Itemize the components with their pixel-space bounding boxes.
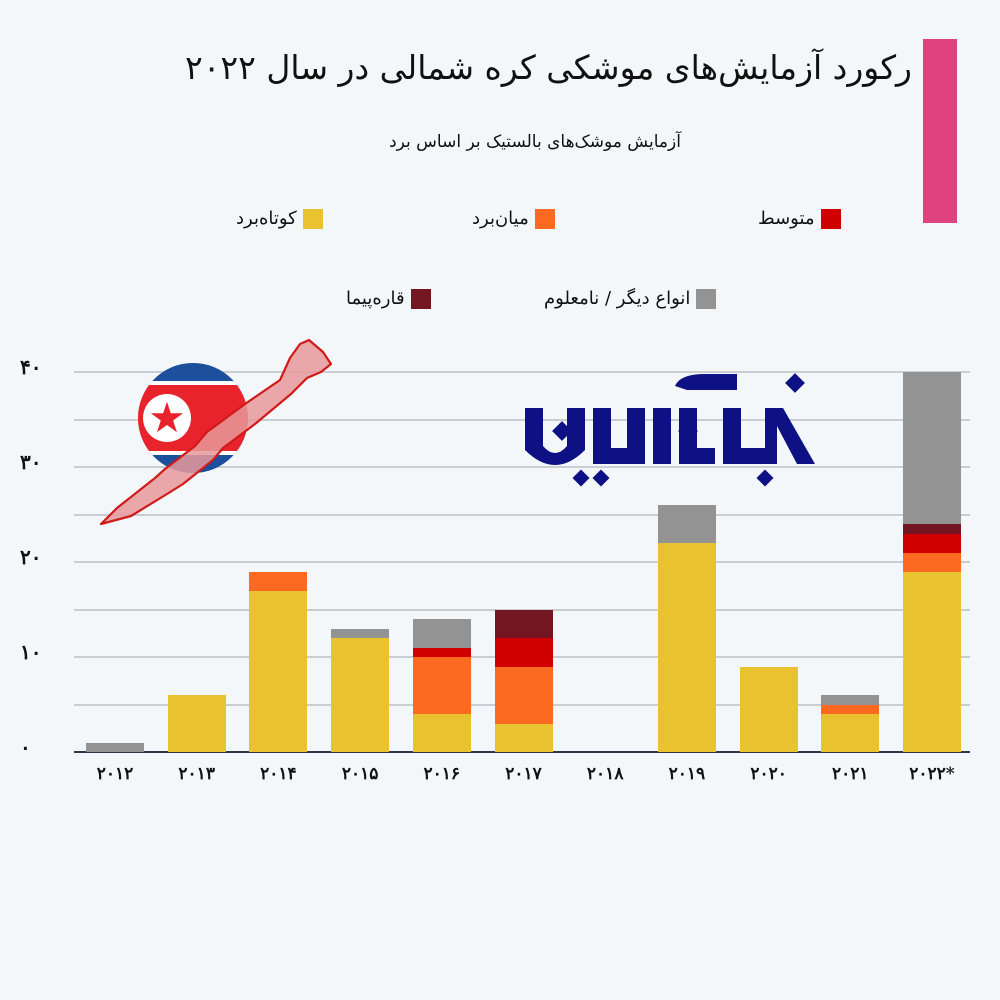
y-tick-label: ۲۰ bbox=[20, 545, 42, 569]
bar-segment bbox=[249, 571, 308, 591]
legend-item-medium: میان‌برد bbox=[472, 208, 555, 229]
bar-segment bbox=[86, 742, 144, 752]
bar-segment bbox=[657, 505, 716, 543]
x-axis-line bbox=[74, 751, 970, 753]
bar-segment bbox=[821, 695, 880, 705]
x-tick-label: ۲۰۱۸ bbox=[586, 764, 624, 784]
bar-2016 bbox=[412, 619, 471, 752]
legend-item-icbm: قاره‌پیما bbox=[346, 288, 431, 309]
legend-swatch-short bbox=[302, 208, 323, 229]
legend-label: قاره‌پیما bbox=[346, 288, 405, 309]
bar-2019 bbox=[657, 505, 716, 752]
x-tick-label: ۲۰۲۰ bbox=[750, 764, 787, 784]
bar-segment bbox=[903, 372, 961, 524]
bar-segment bbox=[903, 571, 961, 752]
bar-segment bbox=[657, 543, 716, 752]
x-tick-label: ۲۰۱۶ bbox=[423, 764, 461, 784]
missile-icon bbox=[99, 338, 333, 526]
bar-segment bbox=[249, 590, 308, 752]
bar-segment bbox=[494, 638, 553, 667]
y-tick-label: ۰ bbox=[20, 735, 31, 759]
bar-2020 bbox=[739, 666, 798, 752]
x-tick-label: ۲۰۲۲* bbox=[909, 764, 955, 784]
bar-segment bbox=[821, 714, 880, 752]
khabaronline-logo bbox=[525, 373, 815, 487]
bar-2017 bbox=[494, 609, 553, 752]
gridline bbox=[74, 466, 970, 468]
x-tick-label: ۲۰۱۵ bbox=[341, 764, 379, 784]
gridline bbox=[74, 371, 970, 373]
legend-swatch-other bbox=[696, 288, 717, 309]
chart-subtitle: آزمایش موشک‌های بالستیک بر اساس برد bbox=[389, 132, 681, 152]
bar-segment bbox=[412, 714, 471, 752]
star-icon: ★ bbox=[143, 394, 191, 442]
bar-segment bbox=[739, 666, 798, 752]
bar-segment bbox=[903, 552, 961, 572]
bar-segment bbox=[331, 638, 390, 752]
bar-2022 bbox=[903, 372, 961, 752]
bar-segment bbox=[412, 657, 471, 714]
x-tick-label: ۲۰۱۳ bbox=[178, 764, 215, 784]
legend-label: انواع دیگر / نامعلوم bbox=[544, 288, 691, 309]
bar-segment bbox=[494, 609, 553, 638]
bar-2014 bbox=[249, 571, 308, 752]
legend-label: میان‌برد bbox=[472, 208, 529, 229]
bar-segment bbox=[167, 695, 226, 752]
bar-segment bbox=[412, 619, 471, 648]
legend-swatch-medium bbox=[534, 208, 555, 229]
bar-2012 bbox=[86, 742, 144, 752]
bar-2015 bbox=[331, 628, 390, 752]
bar-segment bbox=[331, 628, 390, 638]
x-tick-label: ۲۰۱۴ bbox=[260, 764, 297, 784]
bar-segment bbox=[494, 723, 553, 752]
y-tick-label: ۱۰ bbox=[20, 640, 42, 664]
legend-label: متوسط bbox=[758, 208, 815, 229]
x-tick-label: ۲۰۲۱ bbox=[832, 764, 869, 784]
chart-title: رکورد آزمایش‌های موشکی کره شمالی در سال … bbox=[184, 48, 912, 87]
legend-label: کوتاه‌برد bbox=[236, 208, 297, 229]
legend-item-short: کوتاه‌برد bbox=[236, 208, 323, 229]
accent-bar bbox=[923, 39, 957, 223]
y-tick-label: ۴۰ bbox=[20, 355, 42, 379]
bar-segment bbox=[412, 647, 471, 657]
gridline bbox=[74, 418, 970, 421]
bar-2013 bbox=[167, 695, 226, 752]
bar-2021 bbox=[821, 695, 880, 752]
legend-swatch-icbm bbox=[410, 288, 431, 309]
legend-swatch-intermediate bbox=[820, 208, 841, 229]
bar-segment bbox=[821, 704, 880, 714]
x-tick-label: ۲۰۱۲ bbox=[96, 764, 134, 784]
legend-item-intermediate: متوسط bbox=[758, 208, 841, 229]
y-tick-label: ۳۰ bbox=[20, 450, 42, 474]
bar-segment bbox=[494, 666, 553, 724]
bar-segment bbox=[903, 533, 961, 553]
bar-segment bbox=[903, 524, 961, 534]
gridline bbox=[74, 561, 970, 563]
x-tick-label: ۲۰۱۹ bbox=[668, 764, 706, 784]
x-tick-label: ۲۰۱۷ bbox=[505, 764, 542, 784]
legend-item-other: انواع دیگر / نامعلوم bbox=[544, 288, 717, 309]
gridline bbox=[74, 513, 970, 516]
